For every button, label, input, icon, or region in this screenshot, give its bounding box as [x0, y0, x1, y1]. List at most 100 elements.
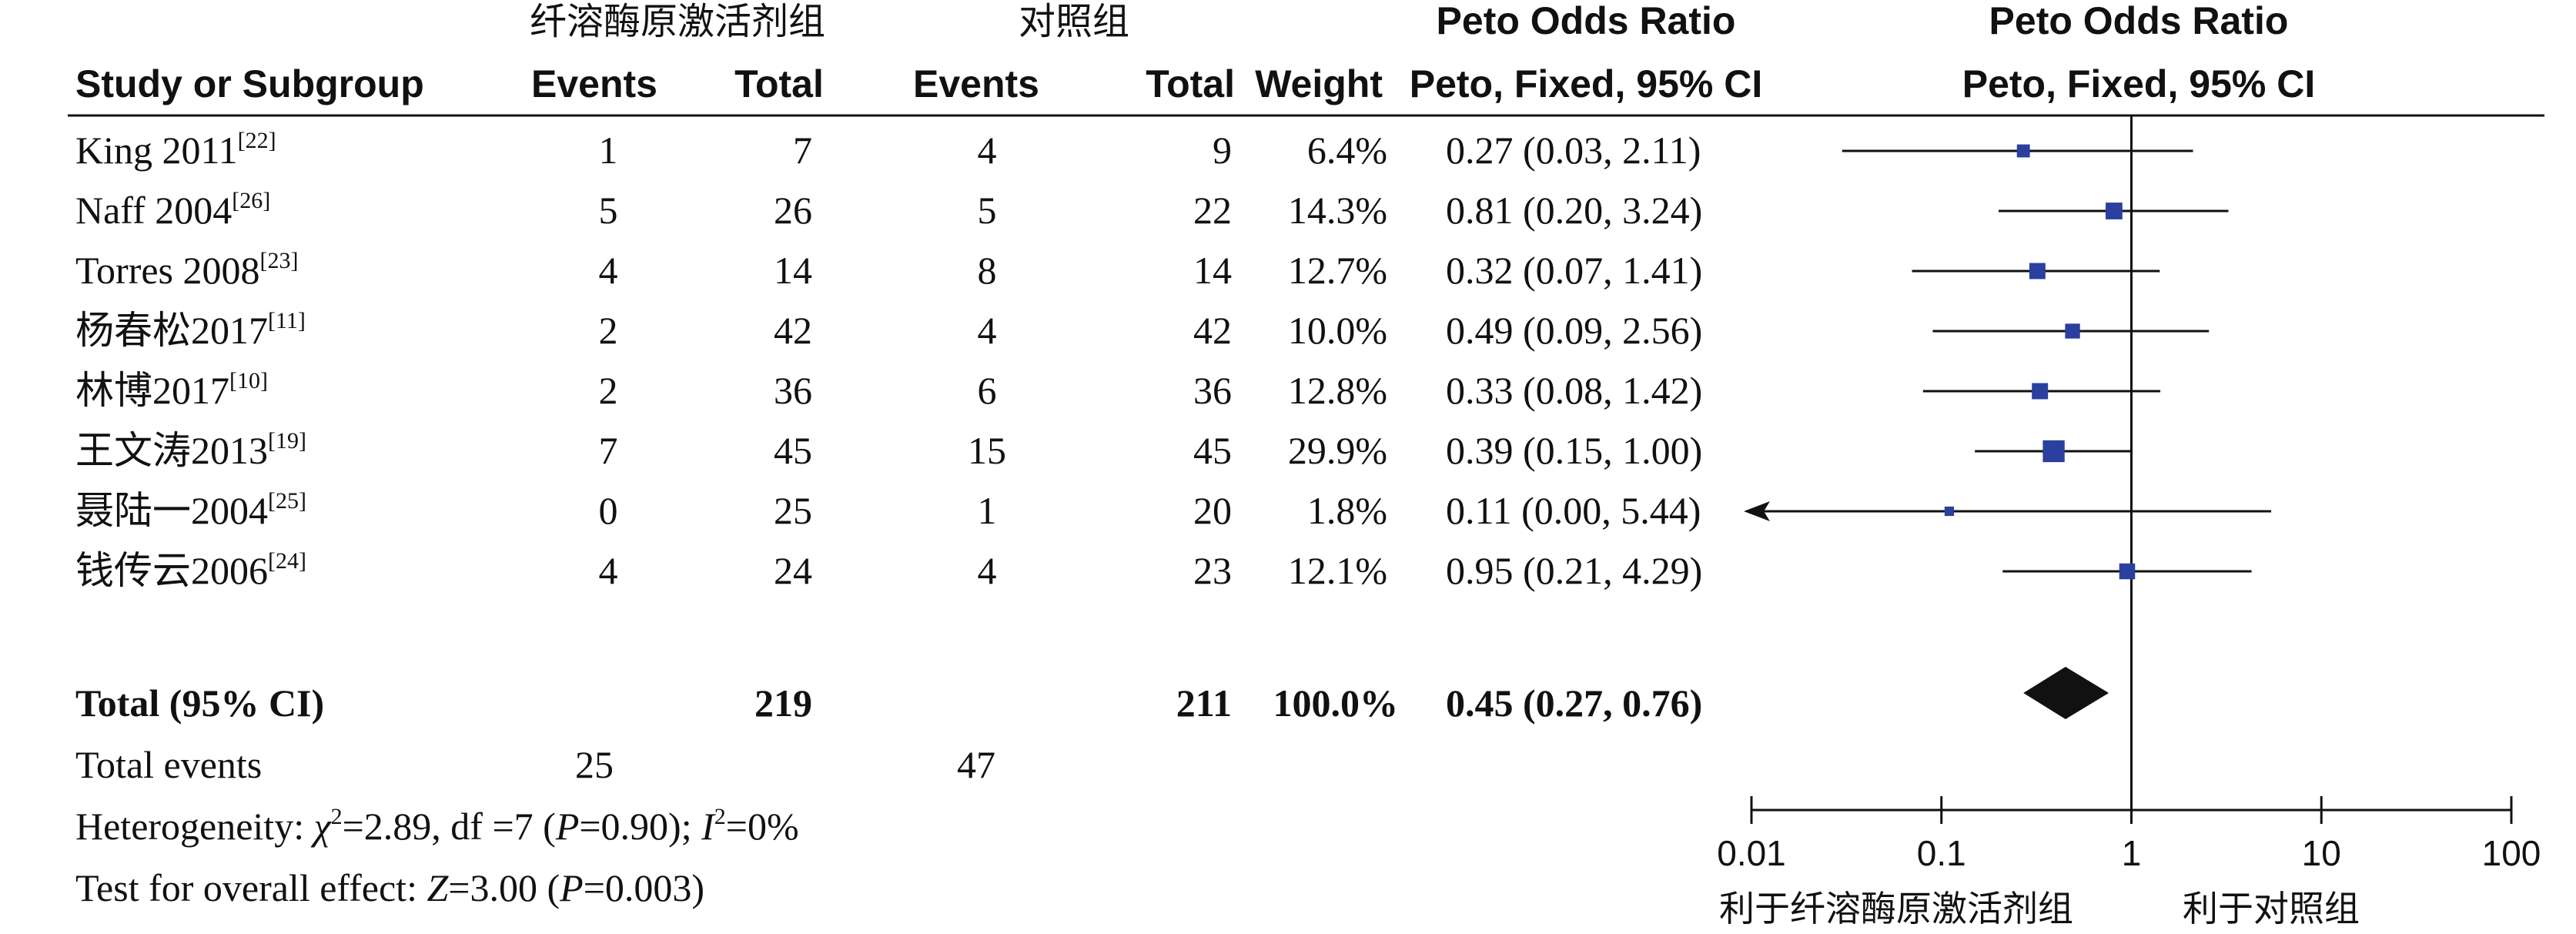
weight-cell: 1.8%	[1307, 489, 1387, 532]
study-ref: [24]	[268, 548, 306, 574]
events2-cell: 1	[978, 489, 997, 532]
weight-cell: 12.1%	[1288, 549, 1387, 592]
total2-cell: 45	[1193, 429, 1232, 472]
heterogeneity-prefix: Heterogeneity:	[75, 805, 314, 848]
point-estimate-square	[2016, 144, 2030, 158]
events2-cell: 6	[978, 369, 997, 412]
study-name-text: Torres 2008	[75, 249, 260, 292]
ci-cell: 0.33 (0.08, 1.42)	[1446, 369, 1702, 412]
ci-cell: 0.81 (0.20, 3.24)	[1446, 189, 1702, 232]
point-estimate-square	[2119, 563, 2136, 580]
events1-cell: 4	[599, 549, 618, 592]
ci-cell: 0.39 (0.15, 1.00)	[1446, 429, 1702, 472]
total1-cell: 36	[774, 369, 812, 412]
events1-cell: 1	[599, 129, 618, 172]
events1-cell: 7	[599, 429, 618, 472]
overall-z: Z	[427, 866, 449, 909]
x-tick-label: 100	[2482, 833, 2541, 873]
total-events2-value: 47	[957, 743, 995, 786]
events2-cell: 4	[978, 549, 997, 592]
study-name: 林博2017[10]	[75, 368, 268, 412]
study-ref: [10]	[229, 368, 268, 393]
events2-cell: 8	[978, 249, 997, 292]
total1-cell: 26	[774, 189, 812, 232]
total1-header: Total	[734, 62, 824, 105]
total-ci-value: 0.45 (0.27, 0.76)	[1446, 681, 1702, 725]
total1-cell: 42	[774, 309, 812, 352]
study-ref: [22]	[238, 128, 276, 153]
point-estimate-square	[2032, 383, 2049, 400]
plot-subtitle: Peto, Fixed, 95% CI	[1962, 62, 2315, 105]
ci-cell: 0.95 (0.21, 4.29)	[1446, 549, 1702, 592]
total1-cell: 7	[793, 129, 812, 172]
weight-cell: 12.7%	[1288, 249, 1387, 292]
study-ref: [25]	[268, 488, 306, 514]
weight-cell: 14.3%	[1288, 189, 1387, 232]
study-column-header: Study or Subgroup	[75, 62, 424, 105]
point-estimate-square	[2106, 203, 2123, 219]
x-tick-label: 1	[2122, 833, 2142, 873]
total1-cell: 45	[774, 429, 812, 472]
or-column-subtitle: Peto, Fixed, 95% CI	[1410, 62, 1762, 105]
heterogeneity-text: Heterogeneity: χ2=2.89, df =7 (P=0.90); …	[75, 804, 799, 848]
heterogeneity-end: =0%	[726, 805, 799, 848]
x-tick-label: 10	[2302, 833, 2341, 873]
weight-cell: 12.8%	[1288, 369, 1387, 412]
events2-cell: 4	[978, 309, 997, 352]
heterogeneity-chi: χ	[311, 805, 333, 848]
overall-p-val: =0.003)	[584, 866, 704, 909]
total2-cell: 14	[1193, 249, 1232, 292]
total2-value: 211	[1176, 681, 1232, 725]
study-name: 王文涛2013[19]	[75, 428, 306, 472]
weight-cell: 29.9%	[1288, 429, 1387, 472]
events2-cell: 5	[978, 189, 997, 232]
events1-cell: 4	[599, 249, 618, 292]
events2-cell: 4	[978, 129, 997, 172]
total1-cell: 14	[774, 249, 812, 292]
study-name: 杨春松2017[11]	[75, 308, 306, 352]
events1-header: Events	[531, 62, 657, 105]
pooled-diamond	[2023, 667, 2109, 719]
heterogeneity-i: I	[701, 805, 716, 848]
total2-cell: 36	[1193, 369, 1232, 412]
overall-effect-text: Test for overall effect: Z=3.00 (P=0.003…	[75, 866, 704, 909]
favours-treatment-label: 利于纤溶酶原激活剂组	[1719, 888, 2073, 929]
heterogeneity-p: P	[555, 805, 580, 848]
heterogeneity-mid: =2.89, df =7 (	[343, 805, 556, 848]
study-name: Torres 2008[23]	[75, 248, 299, 292]
point-estimate-square	[2029, 263, 2046, 280]
study-name: Naff 2004[26]	[75, 188, 270, 232]
weight-header: Weight	[1255, 62, 1383, 105]
total2-cell: 9	[1213, 129, 1232, 172]
total1-cell: 24	[774, 549, 812, 592]
total2-cell: 42	[1193, 309, 1232, 352]
study-ref: [26]	[232, 188, 270, 213]
ci-cell: 0.49 (0.09, 2.56)	[1446, 309, 1702, 352]
study-ref: [11]	[268, 308, 306, 333]
overall-p: P	[559, 866, 584, 909]
events2-cell: 15	[968, 429, 1006, 472]
study-name: 钱传云2006[24]	[75, 548, 306, 592]
total-events-label: Total events	[75, 743, 262, 786]
group2-header: 对照组	[1019, 0, 1129, 43]
weight-cell: 6.4%	[1307, 129, 1387, 172]
x-tick-label: 0.01	[1717, 833, 1786, 873]
point-estimate-square	[2042, 440, 2065, 463]
favours-control-label: 利于对照组	[2183, 888, 2360, 929]
point-estimate-square	[2065, 323, 2080, 339]
ci-cell: 0.27 (0.03, 2.11)	[1446, 129, 1701, 172]
study-name-text: King 2011	[75, 129, 238, 172]
total2-cell: 23	[1193, 549, 1232, 592]
events1-cell: 5	[599, 189, 618, 232]
ci-arrow-left	[1744, 501, 1770, 521]
total-ci-label: Total (95% CI)	[75, 681, 324, 725]
or-column-title: Peto Odds Ratio	[1437, 0, 1736, 42]
study-name-text: Naff 2004	[75, 189, 232, 232]
heterogeneity-chi-sup: 2	[331, 804, 343, 829]
total2-cell: 20	[1193, 489, 1232, 532]
ci-cell: 0.32 (0.07, 1.41)	[1446, 249, 1702, 292]
study-name-text: 杨春松2017	[75, 309, 268, 352]
study-name-text: 林博2017	[75, 369, 229, 412]
